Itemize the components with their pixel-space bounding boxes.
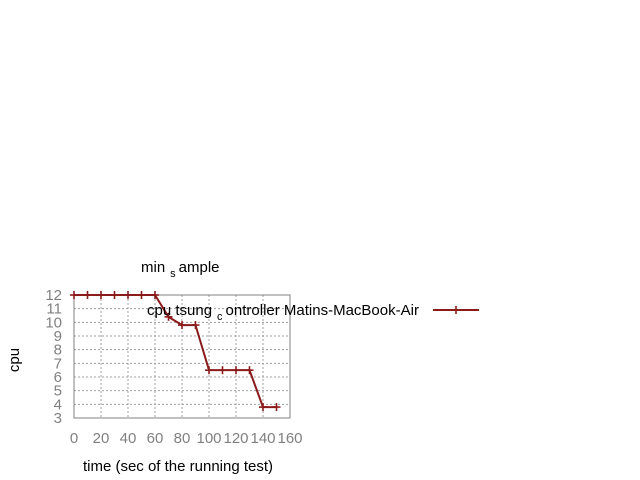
data-point (83, 291, 92, 299)
chart-title-main: min (141, 259, 165, 276)
data-point (151, 291, 159, 299)
y-tick-label: 5 (54, 383, 62, 400)
x-tick-label: 120 (223, 430, 248, 447)
data-point (164, 312, 173, 321)
chart-title-tail: ample (179, 259, 220, 276)
series-line (74, 294, 277, 409)
data-point (137, 291, 146, 299)
x-tick-label: 80 (174, 430, 191, 447)
data-point (124, 291, 132, 299)
x-tick-label: 140 (250, 430, 275, 447)
y-tick-label: 10 (45, 314, 62, 331)
legend-marker (452, 306, 460, 314)
data-point (272, 403, 281, 412)
x-tick-label: 0 (70, 430, 78, 447)
data-point (178, 321, 186, 330)
y-tick-label: 9 (54, 328, 62, 345)
chart-title: min s ample (141, 259, 220, 280)
series-layer (70, 291, 281, 412)
data-point (259, 403, 267, 412)
data-point (191, 321, 200, 330)
y-tick-label: 6 (54, 369, 62, 386)
x-axis-label: time (sec of the running test) (83, 458, 273, 475)
y-tick-label: 12 (45, 287, 62, 304)
data-point (70, 291, 78, 299)
data-point (245, 366, 254, 375)
legend-label: cpu tsung c ontroller Matins-MacBook-Air (147, 302, 419, 323)
plot-frame (73, 294, 291, 419)
data-point (218, 366, 227, 375)
y-tick-label: 3 (54, 410, 62, 427)
data-point (97, 291, 105, 299)
x-tick-label: 20 (93, 430, 110, 447)
x-tick-label: 160 (277, 430, 302, 447)
x-tick-label: 40 (120, 430, 137, 447)
chart-title-subscript: s (170, 268, 176, 280)
y-tick-label: 7 (54, 355, 62, 372)
legend-label-main: cpu tsung (147, 302, 212, 319)
x-tick-label: 100 (196, 430, 221, 447)
data-point (110, 291, 119, 299)
y-tick-label: 4 (54, 396, 62, 413)
x-tick-labels: 0 20 40 60 80 100 120 140 160 (70, 430, 303, 447)
legend-label-tail: ontroller Matins-MacBook-Air (226, 302, 419, 319)
data-point (205, 366, 213, 375)
legend: cpu tsung c ontroller Matins-MacBook-Air (147, 302, 479, 323)
x-tick-label: 60 (147, 430, 164, 447)
y-axis-label: cpu (6, 348, 23, 372)
y-tick-label: 8 (54, 342, 62, 359)
legend-label-subscript: c (217, 311, 223, 323)
y-tick-label: 11 (46, 301, 62, 318)
data-point (232, 366, 240, 375)
